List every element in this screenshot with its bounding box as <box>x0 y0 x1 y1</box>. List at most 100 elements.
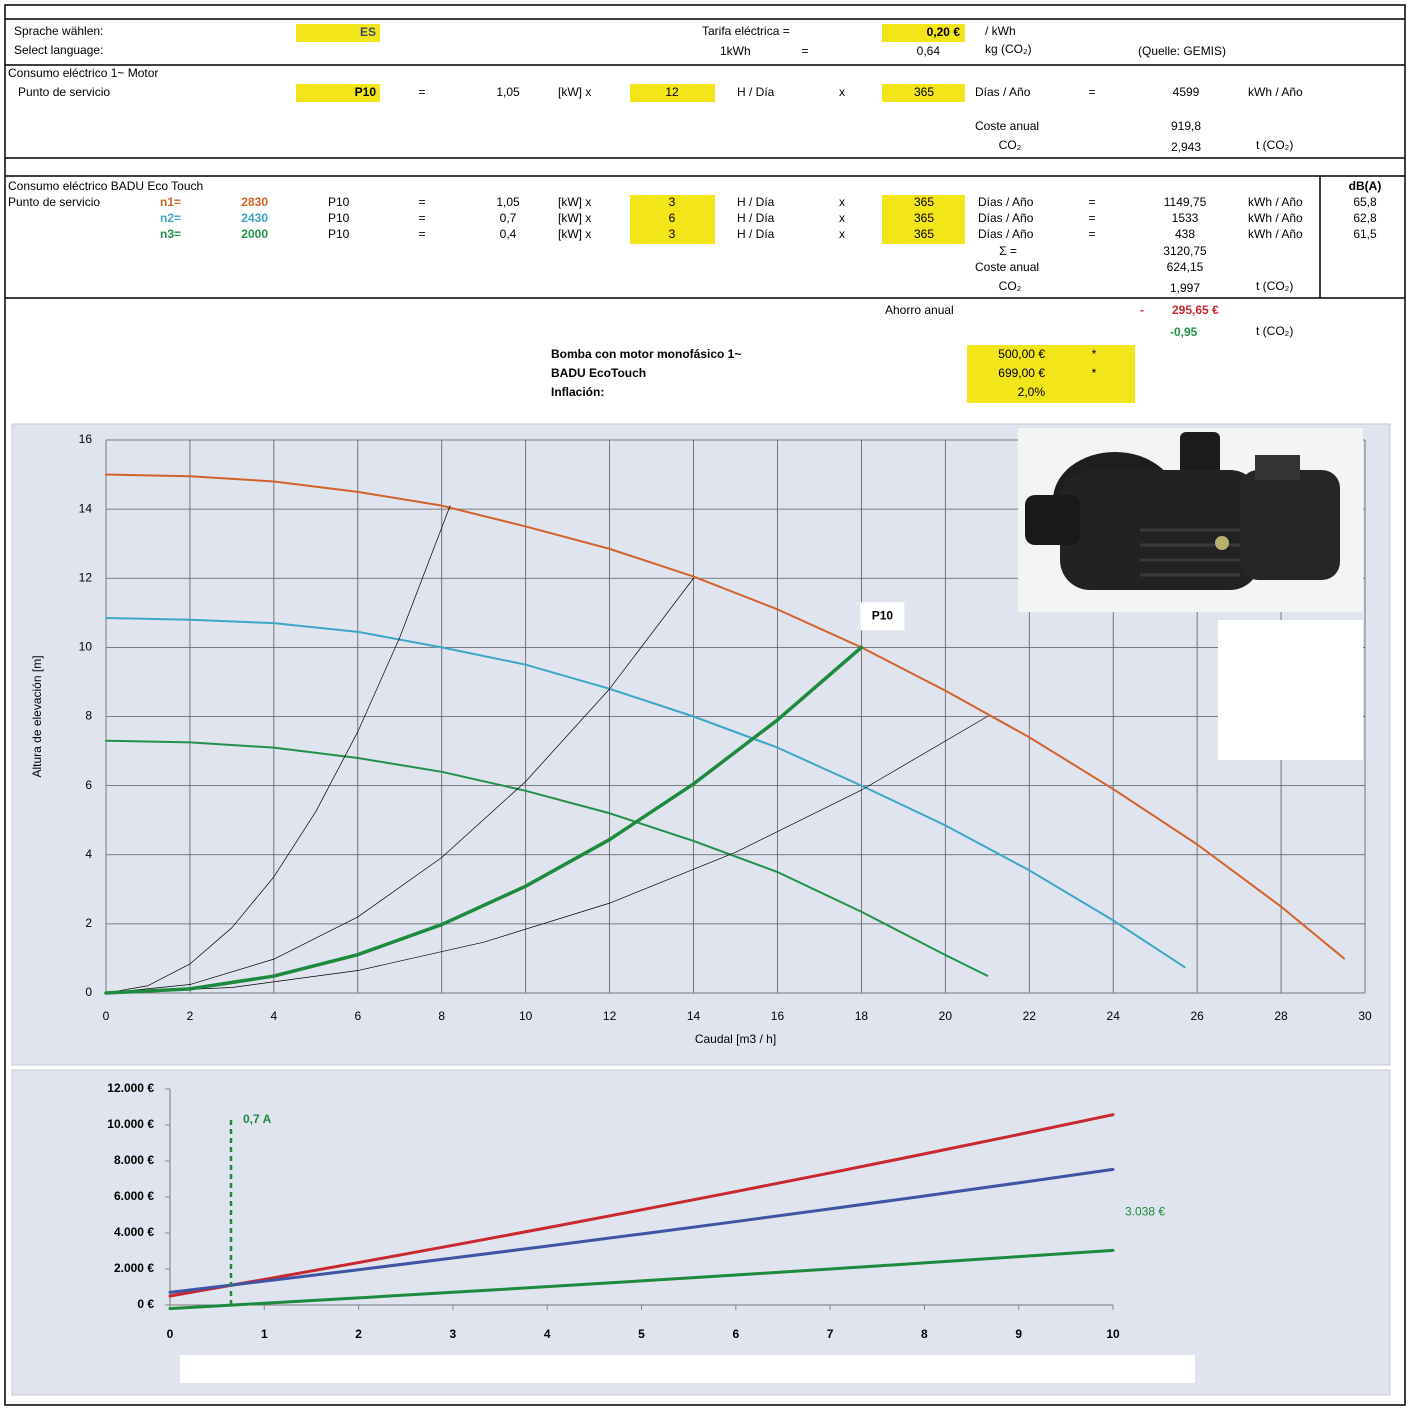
value: 624,15 <box>1167 260 1204 274</box>
x-tick-label: 1 <box>261 1327 268 1341</box>
series-line <box>105 505 451 994</box>
section-title: Consumo eléctrico 1~ Motor <box>8 66 158 80</box>
x-tick-label: 8 <box>438 1009 445 1023</box>
cell: n1= <box>160 195 181 209</box>
cell: n2= <box>160 211 181 225</box>
unit: / kWh <box>985 24 1016 38</box>
x-tick-label: 2 <box>187 1009 194 1023</box>
y-tick-label: 8.000 € <box>114 1153 154 1167</box>
y-tick-label: 10 <box>79 640 93 654</box>
x-tick-label: 28 <box>1274 1009 1288 1023</box>
cell: P10 <box>328 195 350 209</box>
x-tick-label: 4 <box>271 1009 278 1023</box>
input: ES <box>360 25 376 39</box>
cell: P10 <box>328 227 350 241</box>
label: Sprache wählen: <box>14 24 103 38</box>
cell: 2000 <box>241 227 268 241</box>
photo-part <box>1255 455 1300 480</box>
cell: = <box>418 195 425 209</box>
cell: 3 <box>669 227 676 241</box>
photo-part <box>1240 470 1340 580</box>
cell-bg <box>882 84 965 102</box>
x-tick-label: 0 <box>167 1327 174 1341</box>
x-tick-label: 6 <box>732 1327 739 1341</box>
photo-part <box>1215 536 1229 550</box>
cell: 0,7 <box>500 211 517 225</box>
cell-bg <box>630 195 715 244</box>
cell: 12 <box>665 85 679 99</box>
x-tick-label: 26 <box>1190 1009 1204 1023</box>
cell: [kW] x <box>558 227 591 241</box>
cell: = <box>418 227 425 241</box>
y-tick-label: 4.000 € <box>114 1225 154 1239</box>
cell: 6 <box>669 211 676 225</box>
value: 0,64 <box>917 44 941 58</box>
value: 3120,75 <box>1163 244 1207 258</box>
cell: = <box>418 211 425 225</box>
x-tick-label: 6 <box>354 1009 361 1023</box>
y-tick-label: 6.000 € <box>114 1189 154 1203</box>
x-tick-label: 16 <box>771 1009 785 1023</box>
x-tick-label: 18 <box>855 1009 869 1023</box>
unit: kg (CO₂) <box>985 42 1032 56</box>
cell: 365 <box>914 227 934 241</box>
cell: 1533 <box>1172 211 1199 225</box>
x-tick-label: 30 <box>1358 1009 1372 1023</box>
value: 919,8 <box>1171 119 1201 133</box>
label: Inflación: <box>551 385 604 399</box>
cell: 365 <box>914 85 934 99</box>
y-tick-label: 4 <box>85 847 92 861</box>
y-tick-label: 2 <box>85 916 92 930</box>
x-tick-label: 0 <box>103 1009 110 1023</box>
value: 295,65 € <box>1172 303 1219 317</box>
cell: Días / Año <box>975 85 1031 99</box>
value: 500,00 € <box>998 347 1045 361</box>
cell: = <box>1088 85 1095 99</box>
value: 1,997 <box>1170 281 1200 295</box>
input-cells <box>296 24 1135 403</box>
y-tick-label: 8 <box>85 709 92 723</box>
cell: kWh / Año <box>1248 85 1303 99</box>
x-tick-label: 12 <box>603 1009 617 1023</box>
value: -0,95 <box>1170 325 1198 339</box>
y-tick-label: 10.000 € <box>107 1117 154 1131</box>
x-axis-title: Caudal [m3 / h] <box>695 1032 776 1046</box>
x-tick-label: 9 <box>1015 1327 1022 1341</box>
cell-bg <box>967 345 1135 403</box>
legend-box <box>180 1355 1195 1383</box>
x-tick-label: 10 <box>1106 1327 1120 1341</box>
x-tick-label: 14 <box>687 1009 701 1023</box>
annotation-bg <box>860 602 905 631</box>
cell: 61,5 <box>1353 227 1377 241</box>
cell-bg <box>882 24 965 42</box>
photo-part <box>1025 495 1080 545</box>
legend-box <box>1218 620 1363 760</box>
cell: H / Día <box>737 195 775 209</box>
x-tick-label: 2 <box>355 1327 362 1341</box>
cell: [kW] x <box>558 211 591 225</box>
label: CO₂ <box>999 138 1022 152</box>
cell: kWh / Año <box>1248 227 1303 241</box>
cell: = <box>1088 211 1095 225</box>
cell: = <box>1088 227 1095 241</box>
x-tick-label: 4 <box>544 1327 551 1341</box>
sheet-borders <box>4 4 1406 1406</box>
note: * <box>1092 366 1097 380</box>
cell-bg <box>296 24 380 42</box>
input: 0,20 € <box>927 25 961 39</box>
x-tick-label: 24 <box>1107 1009 1121 1023</box>
cell-bg <box>296 84 380 102</box>
y-tick-label: 6 <box>85 778 92 792</box>
cell: Días / Año <box>978 211 1034 225</box>
y-tick-label: 12 <box>79 570 93 584</box>
cell: 1,05 <box>496 85 520 99</box>
x-tick-label: 3 <box>450 1327 457 1341</box>
border <box>4 4 1406 1406</box>
chart-area <box>11 1069 1391 1396</box>
series-line <box>105 716 988 994</box>
x-tick-label: 8 <box>921 1327 928 1341</box>
series-line <box>105 739 989 977</box>
x-tick-label: 20 <box>939 1009 953 1023</box>
cell: 2830 <box>241 195 268 209</box>
